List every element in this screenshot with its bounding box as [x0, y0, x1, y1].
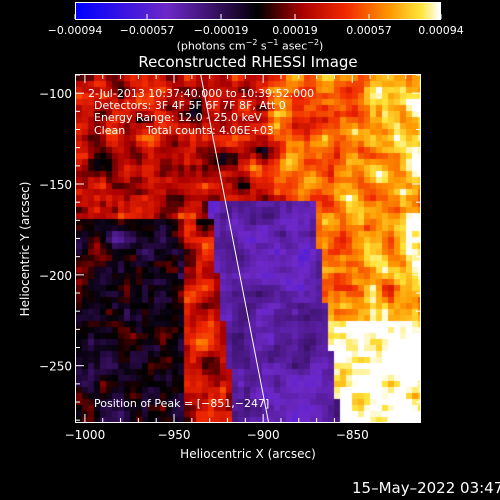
colorbar-tick-label: 0.00019: [272, 24, 318, 37]
heatmap-image: [76, 75, 420, 422]
solar-limb-line: [200, 75, 269, 422]
colorbar-unit-label: (photons cm−2 s−1 asec−2): [176, 38, 324, 53]
colorbar-tick-label: 0.00057: [346, 24, 392, 37]
x-axis-label: Heliocentric X (arcsec): [180, 447, 316, 461]
annotation-detectors: Detectors: 3F 4F 5F 6F 7F 8F, Att 0: [94, 99, 286, 112]
colorbar-tick-label: −0.00094: [48, 24, 103, 37]
y-tick-label: −150: [39, 178, 72, 192]
y-tick-label: −200: [39, 269, 72, 283]
plot-overlay: [200, 75, 269, 422]
colorbar-ticks: −0.00094 −0.00057 −0.00019 0.00019 0.00057 0.…: [48, 14, 464, 37]
x-tick-label: −900: [247, 428, 280, 442]
plot-area: 2-Jul-2013 10:37:40.000 to 10:39:52.000 …: [75, 74, 421, 423]
colorbar-tick-label: −0.00057: [120, 24, 175, 37]
annotation-time-range: 2-Jul-2013 10:37:40.000 to 10:39:52.000: [88, 87, 315, 100]
annotation-peak-position: Position of Peak = [−851,−247]: [94, 397, 270, 410]
footer-timestamp: 15–May–2022 03:47: [352, 479, 500, 497]
annotation-counts: Total counts: 4.06E+03: [146, 124, 274, 137]
chart-title: Reconstructed RHESSI Image: [138, 53, 358, 71]
y-axis-label: Heliocentric Y (arcsec): [18, 181, 32, 317]
x-tick-label: −950: [158, 428, 191, 442]
x-tick-label: −850: [336, 428, 369, 442]
y-tick-label: −100: [39, 87, 72, 101]
annotation-energy: Energy Range: 12.0 - 25.0 keV: [94, 111, 262, 124]
colorbar: [75, 2, 441, 20]
colorbar-tick-label: 0.00094: [418, 24, 464, 37]
colorbar-tick-label: −0.00019: [194, 24, 249, 37]
y-tick-label: −250: [39, 360, 72, 374]
x-tick-label: −1000: [65, 428, 106, 442]
annotation-method: Clean: [94, 124, 126, 137]
